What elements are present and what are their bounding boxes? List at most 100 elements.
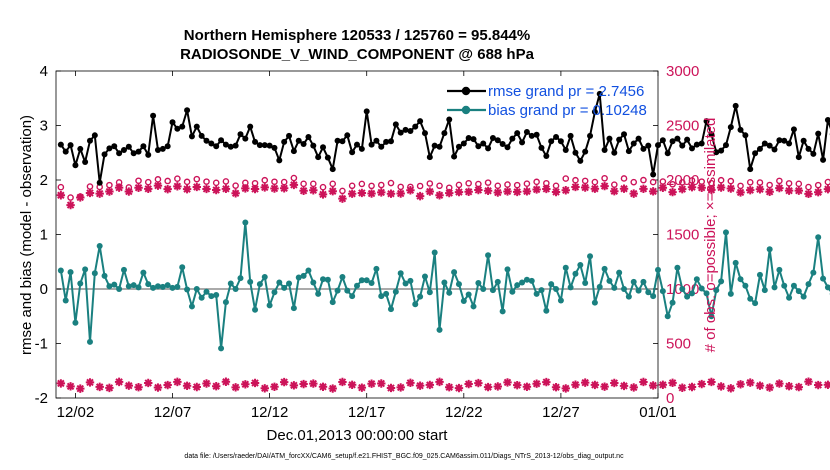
- bottom-point: [600, 382, 609, 391]
- rmse-point: [567, 132, 574, 139]
- assimilated-point: [755, 185, 765, 194]
- bias-point: [407, 277, 414, 284]
- bias-point: [752, 300, 759, 307]
- possible-point: [377, 181, 385, 189]
- rmse-point: [790, 126, 797, 133]
- bottom-point: [396, 383, 405, 392]
- bias-point: [674, 264, 681, 271]
- assimilated-point: [260, 183, 269, 192]
- rmse-point: [150, 112, 157, 119]
- bias-point: [562, 264, 569, 271]
- rmse-point: [499, 141, 506, 148]
- rmse-point: [174, 125, 181, 132]
- bias-point: [786, 294, 793, 301]
- bias-point: [475, 280, 482, 287]
- rmse-point: [640, 145, 647, 152]
- x-tick-label: 12/12: [251, 404, 289, 421]
- bias-point: [174, 283, 181, 290]
- rmse-point: [116, 150, 123, 157]
- assimilated-point: [406, 186, 415, 195]
- possible-point: [387, 179, 395, 187]
- bias-point: [417, 293, 424, 300]
- rmse-point: [354, 141, 360, 148]
- bottom-point: [823, 380, 830, 390]
- bias-point: [222, 299, 229, 306]
- rmse-point: [747, 166, 754, 173]
- bottom-point: [784, 382, 794, 391]
- rmse-point: [208, 140, 215, 147]
- possible-point: [766, 181, 773, 189]
- possible-point: [756, 179, 764, 186]
- bottom-point: [318, 382, 328, 391]
- rmse-point: [286, 132, 293, 139]
- rmse-point: [373, 137, 380, 144]
- bottom-point: [483, 382, 493, 392]
- bottom-point: [66, 382, 75, 391]
- bottom-point: [726, 384, 736, 393]
- rmse-point: [601, 147, 608, 154]
- bias-point: [305, 267, 312, 274]
- bias-point: [810, 269, 817, 276]
- bias-point: [548, 281, 555, 288]
- bottom-point: [221, 377, 231, 386]
- assimilated-point: [610, 187, 619, 196]
- possible-point: [630, 178, 638, 186]
- assimilated-point: [765, 187, 774, 196]
- bias-point: [310, 279, 317, 286]
- rmse-point: [703, 118, 710, 125]
- possible-point: [203, 178, 210, 185]
- bias-point: [509, 288, 516, 295]
- bias-point: [655, 266, 661, 273]
- rmse-point: [713, 149, 720, 156]
- bias-point: [771, 284, 778, 291]
- bias-point: [101, 272, 108, 279]
- rmse-point: [504, 144, 511, 151]
- bias-point: [320, 276, 327, 283]
- bias-point: [300, 272, 307, 279]
- rmse-point: [698, 140, 705, 147]
- rmse-point: [509, 135, 516, 142]
- rmse-point: [62, 148, 69, 155]
- assimilated-point: [415, 191, 425, 201]
- rmse-point: [349, 149, 356, 156]
- bottom-point: [338, 377, 347, 387]
- rmse-point: [324, 154, 331, 161]
- bias-point: [485, 252, 492, 259]
- rmse-point: [266, 142, 273, 149]
- rmse-point: [679, 142, 686, 149]
- bias-point: [601, 265, 608, 272]
- x-tick-label: 12/02: [57, 404, 95, 421]
- bias-point: [455, 281, 462, 288]
- rmse-point: [766, 142, 773, 149]
- possible-point: [300, 180, 307, 188]
- possible-point: [212, 179, 220, 187]
- assimilated-point: [551, 187, 561, 197]
- y-right-tick-label: 1500: [666, 227, 699, 244]
- bottom-point: [435, 377, 444, 387]
- assimilated-point: [357, 188, 367, 198]
- possible-point: [640, 176, 647, 184]
- bias-point: [286, 280, 293, 287]
- possible-point: [562, 175, 570, 182]
- assimilated-point: [746, 185, 755, 195]
- bias-point: [645, 289, 652, 296]
- bias-point: [795, 288, 802, 295]
- rmse-point: [455, 143, 462, 150]
- bottom-point: [182, 381, 192, 390]
- rmse-point: [111, 143, 118, 150]
- bottom-point: [542, 377, 551, 387]
- rmse-point: [446, 116, 453, 123]
- assimilated-point: [814, 188, 823, 197]
- bottom-point: [134, 383, 143, 392]
- bias-point: [703, 290, 710, 297]
- bias-point: [781, 282, 788, 289]
- bias-point: [727, 290, 734, 297]
- bias-point: [120, 266, 127, 273]
- bias-point: [480, 286, 487, 292]
- bias-point: [650, 293, 657, 300]
- rmse-point: [184, 107, 191, 114]
- assimilated-point: [454, 187, 464, 197]
- rmse-point: [145, 151, 152, 158]
- rmse-point: [543, 153, 550, 160]
- assimilated-point: [503, 187, 512, 196]
